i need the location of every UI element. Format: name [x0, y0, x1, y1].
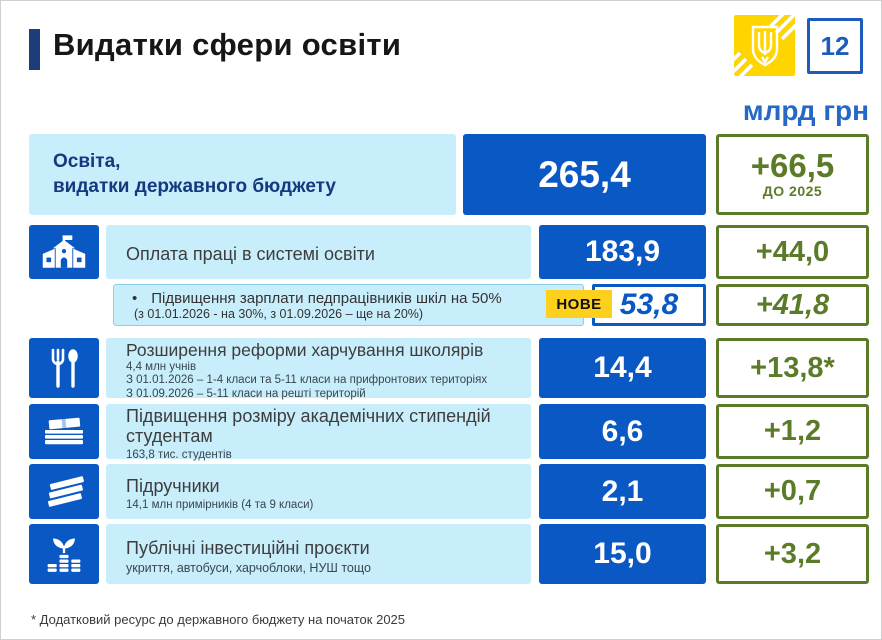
- row-value-box: 15,0: [539, 524, 706, 584]
- ukraine-trident-icon: [734, 15, 795, 76]
- summary-value-box: 265,4: [463, 134, 706, 215]
- row-value-box: 14,4: [539, 338, 706, 398]
- row-detail: З 01.01.2026 – 1-4 класи та 5-11 класи н…: [126, 374, 488, 387]
- summary-delta-value: +66,5: [750, 147, 835, 185]
- row-delta-value: +3,2: [763, 537, 822, 570]
- row-detail: З 01.09.2026 – 5-11 класи на решті терит…: [126, 387, 366, 400]
- row-title: Підвищення розміру академічних стипендій…: [126, 405, 491, 446]
- row-text-box: Розширення реформи харчування школярів 4…: [106, 338, 531, 400]
- row-delta-box: +3,2: [716, 524, 869, 584]
- highlight-detail-text: (з 01.01.2026 - на 30%, з 01.09.2026 – щ…: [134, 306, 424, 321]
- row-text-box: Підручники 14,1 млн примірників (4 та 9 …: [106, 464, 531, 519]
- row-delta-box: +13,8*: [716, 338, 869, 398]
- school-icon: [29, 225, 99, 279]
- title-accent-bar: [29, 29, 40, 70]
- books-icon: [29, 464, 99, 519]
- row-title: Оплата праці в системі освіти: [126, 244, 375, 265]
- unit-label: млрд грн: [742, 95, 869, 126]
- row-delta-box: +1,2: [716, 404, 869, 459]
- row-delta-box: +0,7: [716, 464, 869, 519]
- row-detail: 14,1 млн примірників (4 та 9 класи): [126, 498, 314, 511]
- row-delta-value: +13,8*: [750, 351, 835, 384]
- row-delta-value: +44,0: [755, 235, 830, 268]
- row-title: Підручники: [126, 475, 220, 496]
- summary-title-line2: видатки державного бюджету: [53, 175, 336, 197]
- row-title: Публічні інвестиційні проєкти: [126, 537, 370, 558]
- row-detail: 163,8 тис. студентів: [126, 448, 232, 461]
- row-text-box: Публічні інвестиційні проєкти укриття, а…: [106, 524, 531, 584]
- page-title: Видатки сфери освіти: [53, 27, 402, 62]
- slide-number: 12: [820, 30, 850, 61]
- row-title: Розширення реформи харчування школярів: [126, 339, 484, 360]
- highlight-delta-value: +41,8: [755, 288, 830, 321]
- row-delta-value: +0,7: [763, 475, 822, 507]
- slide-number-badge: 12: [807, 18, 863, 74]
- new-badge: НОВЕ: [546, 290, 612, 318]
- summary-title-box: Освіта, видатки державного бюджету: [29, 134, 456, 215]
- row-text-box: Підвищення розміру академічних стипендій…: [106, 404, 531, 461]
- row-delta-box: +44,0: [716, 225, 869, 279]
- row-value-box: 2,1: [539, 464, 706, 519]
- sprout-coins-icon: [29, 524, 99, 584]
- row-delta-value: +1,2: [763, 415, 822, 447]
- row-text-box: Оплата праці в системі освіти: [106, 225, 531, 279]
- highlight-note-box: Підвищення зарплати педпрацівників шкіл …: [113, 284, 584, 326]
- summary-title-line1: Освіта,: [53, 150, 121, 172]
- footer-note: * Додатковий ресурс до державного бюджет…: [31, 612, 406, 627]
- row-detail: 4,4 млн учнів: [126, 360, 197, 373]
- highlight-delta-box: +41,8: [716, 284, 869, 326]
- highlight-bullet-text: Підвищення зарплати педпрацівників шкіл …: [132, 290, 575, 307]
- row-detail: укриття, автобуси, харчоблоки, НУШ тощо: [126, 560, 371, 575]
- row-value-box: 183,9: [539, 225, 706, 279]
- banknotes-icon: [29, 404, 99, 459]
- summary-delta-caption: ДО 2025: [762, 183, 823, 200]
- cutlery-icon: [29, 338, 99, 398]
- row-value-box: 6,6: [539, 404, 706, 459]
- summary-delta-box: +66,5 ДО 2025: [716, 134, 869, 215]
